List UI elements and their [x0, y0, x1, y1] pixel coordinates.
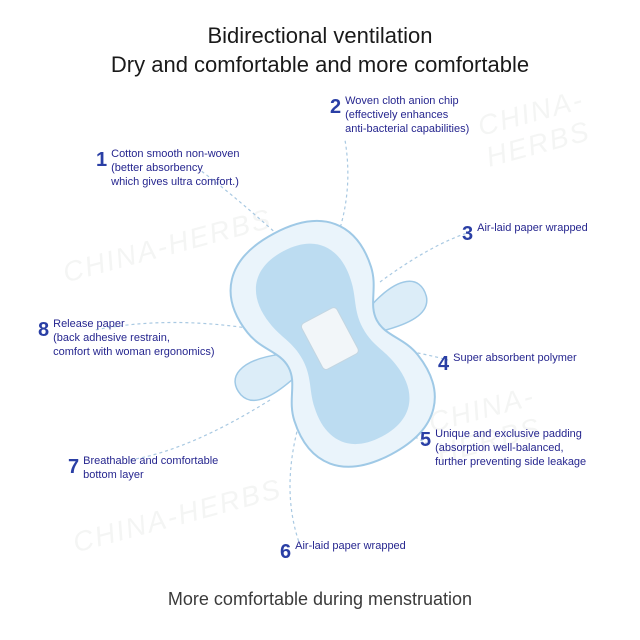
watermark: CHINA-HERBS: [70, 473, 286, 560]
watermark: CHINA-HERBS: [60, 203, 276, 290]
callout-number: 2: [330, 95, 341, 120]
callout-1: 1Cotton smooth non-woven (better absorbe…: [96, 148, 240, 189]
callout-7: 7Breathable and comfortablebottom layer: [68, 455, 218, 483]
watermark: CHINA-HERBS: [474, 70, 640, 173]
callout-text: Air-laid paper wrapped: [295, 540, 406, 554]
callout-text: Breathable and comfortablebottom layer: [83, 455, 218, 483]
callout-number: 8: [38, 318, 49, 343]
title-block: Bidirectional ventilation Dry and comfor…: [0, 0, 640, 79]
callout-text: Unique and exclusive padding(absorption …: [435, 428, 586, 469]
callout-text: Air-laid paper wrapped: [477, 222, 588, 236]
callout-number: 1: [96, 148, 107, 173]
callout-3: 3 Air-laid paper wrapped: [462, 222, 588, 247]
title-line-1: Bidirectional ventilation: [0, 22, 640, 51]
footer-text: More comfortable during menstruation: [0, 589, 640, 610]
callout-text: Cotton smooth non-woven (better absorben…: [111, 148, 239, 189]
callout-number: 5: [420, 428, 431, 453]
callout-2: 2Woven cloth anion chip(effectively enha…: [330, 95, 469, 136]
callout-text: Woven cloth anion chip(effectively enhan…: [345, 95, 469, 136]
callout-text: Super absorbent polymer: [453, 352, 577, 366]
title-line-2: Dry and comfortable and more comfortable: [0, 51, 640, 80]
callout-number: 7: [68, 455, 79, 480]
callout-8: 8Release paper(back adhesive restrain,co…: [38, 318, 215, 359]
callout-text: Release paper(back adhesive restrain,com…: [53, 318, 214, 359]
callout-number: 3: [462, 222, 473, 247]
callout-number: 6: [280, 540, 291, 565]
callout-number: 4: [438, 352, 449, 377]
callout-4: 4 Super absorbent polymer: [438, 352, 577, 377]
callout-5: 5Unique and exclusive padding(absorption…: [420, 428, 586, 469]
callout-6: 6 Air-laid paper wrapped: [280, 540, 406, 565]
